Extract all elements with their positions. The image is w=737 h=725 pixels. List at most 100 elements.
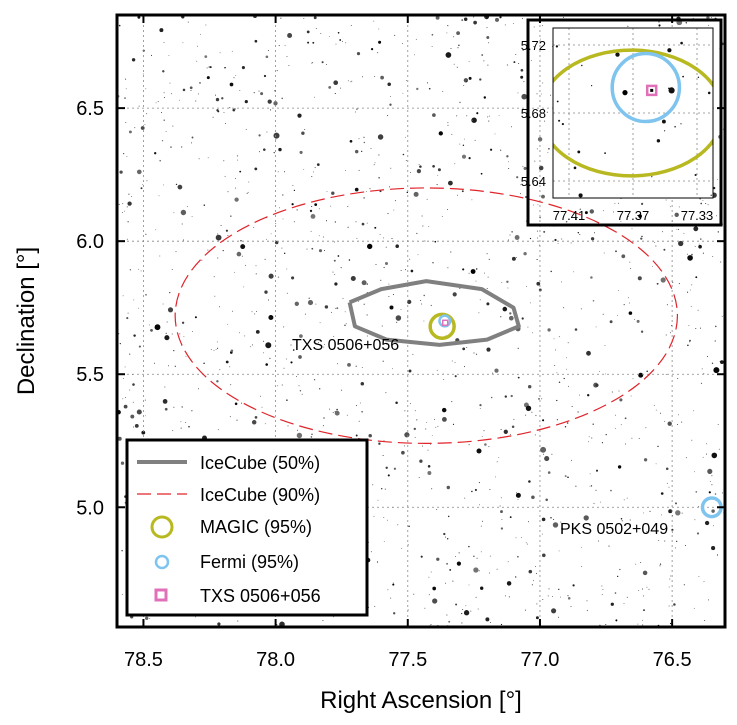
star	[280, 17, 282, 19]
star	[602, 313, 604, 315]
star	[198, 388, 199, 390]
star	[125, 122, 127, 123]
star	[475, 353, 478, 355]
star	[504, 395, 507, 398]
star	[345, 323, 347, 325]
star	[291, 276, 295, 280]
star	[457, 194, 458, 196]
star	[463, 610, 470, 616]
star	[125, 88, 127, 90]
star	[340, 87, 342, 89]
star	[454, 163, 456, 165]
txs-marker	[441, 319, 449, 327]
star	[401, 42, 403, 44]
star	[171, 269, 173, 271]
star	[209, 66, 212, 69]
star	[164, 335, 170, 341]
star	[419, 459, 423, 463]
star	[488, 258, 490, 261]
star	[659, 563, 662, 565]
star	[233, 77, 235, 79]
star	[286, 292, 288, 294]
star	[131, 196, 133, 197]
star	[169, 82, 171, 84]
star	[561, 123, 564, 126]
star	[313, 171, 315, 173]
star	[595, 383, 599, 387]
star	[531, 332, 533, 334]
star	[293, 189, 296, 192]
star	[351, 80, 353, 82]
star	[281, 97, 283, 100]
star	[306, 30, 310, 34]
star	[311, 247, 314, 250]
star	[166, 321, 168, 323]
legend-label-txs: TXS 0506+056	[200, 586, 321, 606]
star	[629, 519, 631, 521]
star	[524, 609, 526, 611]
star	[132, 383, 135, 386]
star	[651, 265, 653, 267]
star	[334, 221, 336, 223]
star	[560, 596, 561, 598]
star	[486, 347, 491, 352]
star	[479, 504, 481, 506]
star	[502, 306, 508, 312]
star	[494, 368, 499, 373]
star	[378, 40, 382, 44]
star	[334, 241, 336, 243]
star	[503, 429, 508, 434]
star	[544, 120, 545, 122]
star	[501, 519, 503, 521]
star	[213, 350, 215, 352]
star	[461, 190, 464, 193]
star	[531, 584, 534, 586]
star	[237, 159, 238, 161]
star	[410, 403, 411, 404]
star	[558, 119, 561, 122]
star	[561, 281, 562, 283]
star	[420, 300, 422, 301]
star	[566, 357, 567, 359]
star	[521, 317, 524, 320]
star	[488, 120, 490, 122]
star	[520, 193, 521, 195]
star	[484, 17, 486, 19]
star	[229, 106, 231, 109]
star	[387, 213, 389, 215]
star	[340, 267, 342, 269]
star	[722, 492, 723, 494]
star	[344, 311, 346, 313]
star	[297, 429, 298, 431]
tick-label-x: 78.5	[124, 649, 163, 671]
star	[626, 497, 628, 499]
star	[194, 316, 197, 319]
star	[716, 178, 718, 180]
star	[659, 565, 661, 567]
star	[615, 250, 617, 253]
star	[695, 276, 698, 279]
star	[468, 584, 470, 586]
star	[487, 276, 489, 278]
star	[565, 220, 568, 223]
star	[500, 497, 502, 499]
star	[373, 515, 375, 517]
star	[126, 156, 128, 157]
star	[405, 136, 407, 138]
star	[476, 557, 478, 559]
star	[336, 408, 338, 411]
star	[388, 296, 390, 298]
star	[604, 152, 606, 154]
star	[392, 582, 394, 584]
star	[382, 455, 384, 456]
star	[306, 248, 308, 250]
star	[621, 520, 623, 522]
star	[415, 38, 417, 40]
star	[432, 113, 436, 117]
star	[447, 122, 449, 123]
star	[500, 623, 503, 626]
star	[334, 92, 336, 95]
star	[461, 613, 463, 615]
star	[478, 482, 480, 484]
star	[706, 453, 707, 455]
